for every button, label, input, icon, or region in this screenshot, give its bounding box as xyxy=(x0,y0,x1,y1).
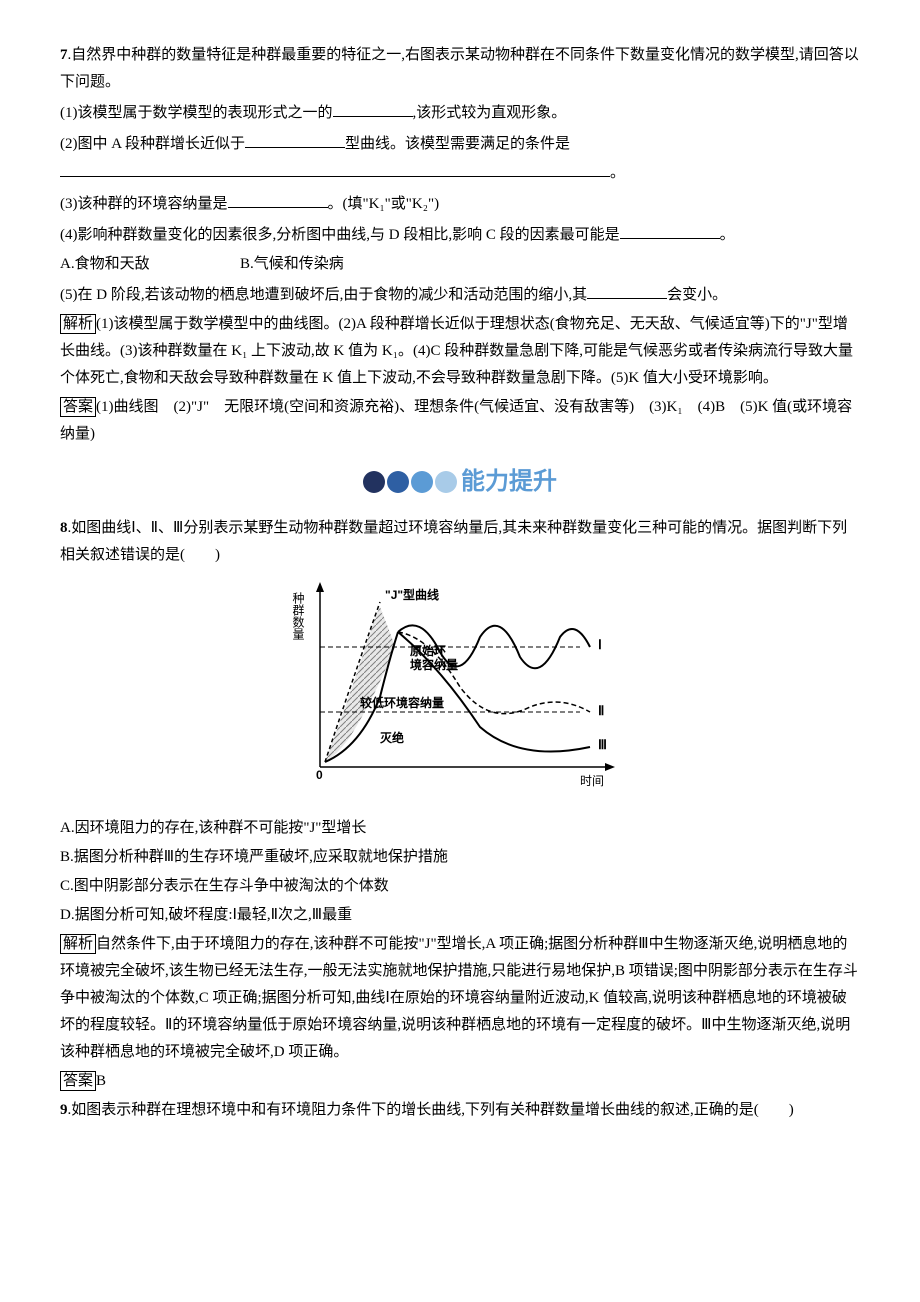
dot xyxy=(363,471,385,493)
q7-p3: (3)该种群的环境容纳量是。(填"K₁"或"K₂") xyxy=(60,189,860,218)
blank xyxy=(228,189,328,208)
jiexi-label: 解析 xyxy=(60,934,96,954)
q8-daan: 答案B xyxy=(60,1068,860,1095)
ext-label: 灭绝 xyxy=(379,730,404,745)
daan-label: 答案 xyxy=(60,1071,96,1091)
q7-daan: 答案(1)曲线图 (2)"J" 无限环境(空间和资源充裕)、理想条件(气候适宜、… xyxy=(60,394,860,448)
q8-optB: B.据图分析种群Ⅲ的生存环境严重破坏,应采取就地保护措施 xyxy=(60,844,860,871)
blank xyxy=(620,220,720,239)
q9-intro: 9.如图表示种群在理想环境中和有环境阻力条件下的增长曲线,下列有关种群数量增长曲… xyxy=(60,1097,860,1124)
q7-intro: 7.自然界中种群的数量特征是种群最重要的特征之一,右图表示某动物种群在不同条件下… xyxy=(60,42,860,96)
origin: 0 xyxy=(316,768,323,782)
xlabel: 时间 xyxy=(580,774,604,788)
q8-intro: 8.如图曲线Ⅰ、Ⅱ、Ⅲ分别表示某野生动物种群数量超过环境容纳量后,其未来种群数量… xyxy=(60,515,860,569)
ylabel: 种群数量 xyxy=(291,592,305,640)
daan-label: 答案 xyxy=(60,397,96,417)
q7-p1: (1)该模型属于数学模型的表现形式之一的,该形式较为直观形象。 xyxy=(60,98,860,127)
blank xyxy=(60,158,610,177)
section-header: 能力提升 xyxy=(60,460,860,503)
j-label: "J"型曲线 xyxy=(385,587,439,602)
q8-optD: D.据图分析可知,破坏程度:Ⅰ最轻,Ⅱ次之,Ⅲ最重 xyxy=(60,902,860,929)
q7-options: A.食物和天敌B.气候和传染病 xyxy=(60,251,860,278)
q8-jiexi: 解析自然条件下,由于环境阻力的存在,该种群不可能按"J"型增长,A 项正确;据图… xyxy=(60,931,860,1066)
label-III: Ⅲ xyxy=(598,737,607,752)
section-title: 能力提升 xyxy=(461,460,557,503)
section-dots xyxy=(363,471,457,493)
q7-jiexi: 解析(1)该模型属于数学模型中的曲线图。(2)A 段种群增长近似于理想状态(食物… xyxy=(60,311,860,392)
q8-optA: A.因环境阻力的存在,该种群不可能按"J"型增长 xyxy=(60,815,860,842)
jiexi-label: 解析 xyxy=(60,314,96,334)
q8-optC: C.图中阴影部分表示在生存斗争中被淘汰的个体数 xyxy=(60,873,860,900)
dot xyxy=(435,471,457,493)
dot xyxy=(411,471,433,493)
q7-p4: (4)影响种群数量变化的因素很多,分析图中曲线,与 D 段相比,影响 C 段的因… xyxy=(60,220,860,249)
blank xyxy=(245,129,345,148)
q7-p5: (5)在 D 阶段,若该动物的栖息地遭到破坏后,由于食物的减少和活动范围的缩小,… xyxy=(60,280,860,309)
dot xyxy=(387,471,409,493)
q8-chart: 种群数量 时间 0 "J"型曲线 原始环 境容纳量 较低环境容纳量 灭绝 Ⅰ Ⅱ… xyxy=(60,577,860,807)
blank xyxy=(587,280,667,299)
blank xyxy=(333,98,413,117)
label-I: Ⅰ xyxy=(598,637,602,652)
q7-p2: (2)图中 A 段种群增长近似于型曲线。该模型需要满足的条件是。 xyxy=(60,129,860,187)
label-II: Ⅱ xyxy=(598,703,604,718)
orig-k1: 原始环 xyxy=(410,643,446,658)
low-k: 较低环境容纳量 xyxy=(360,695,444,710)
